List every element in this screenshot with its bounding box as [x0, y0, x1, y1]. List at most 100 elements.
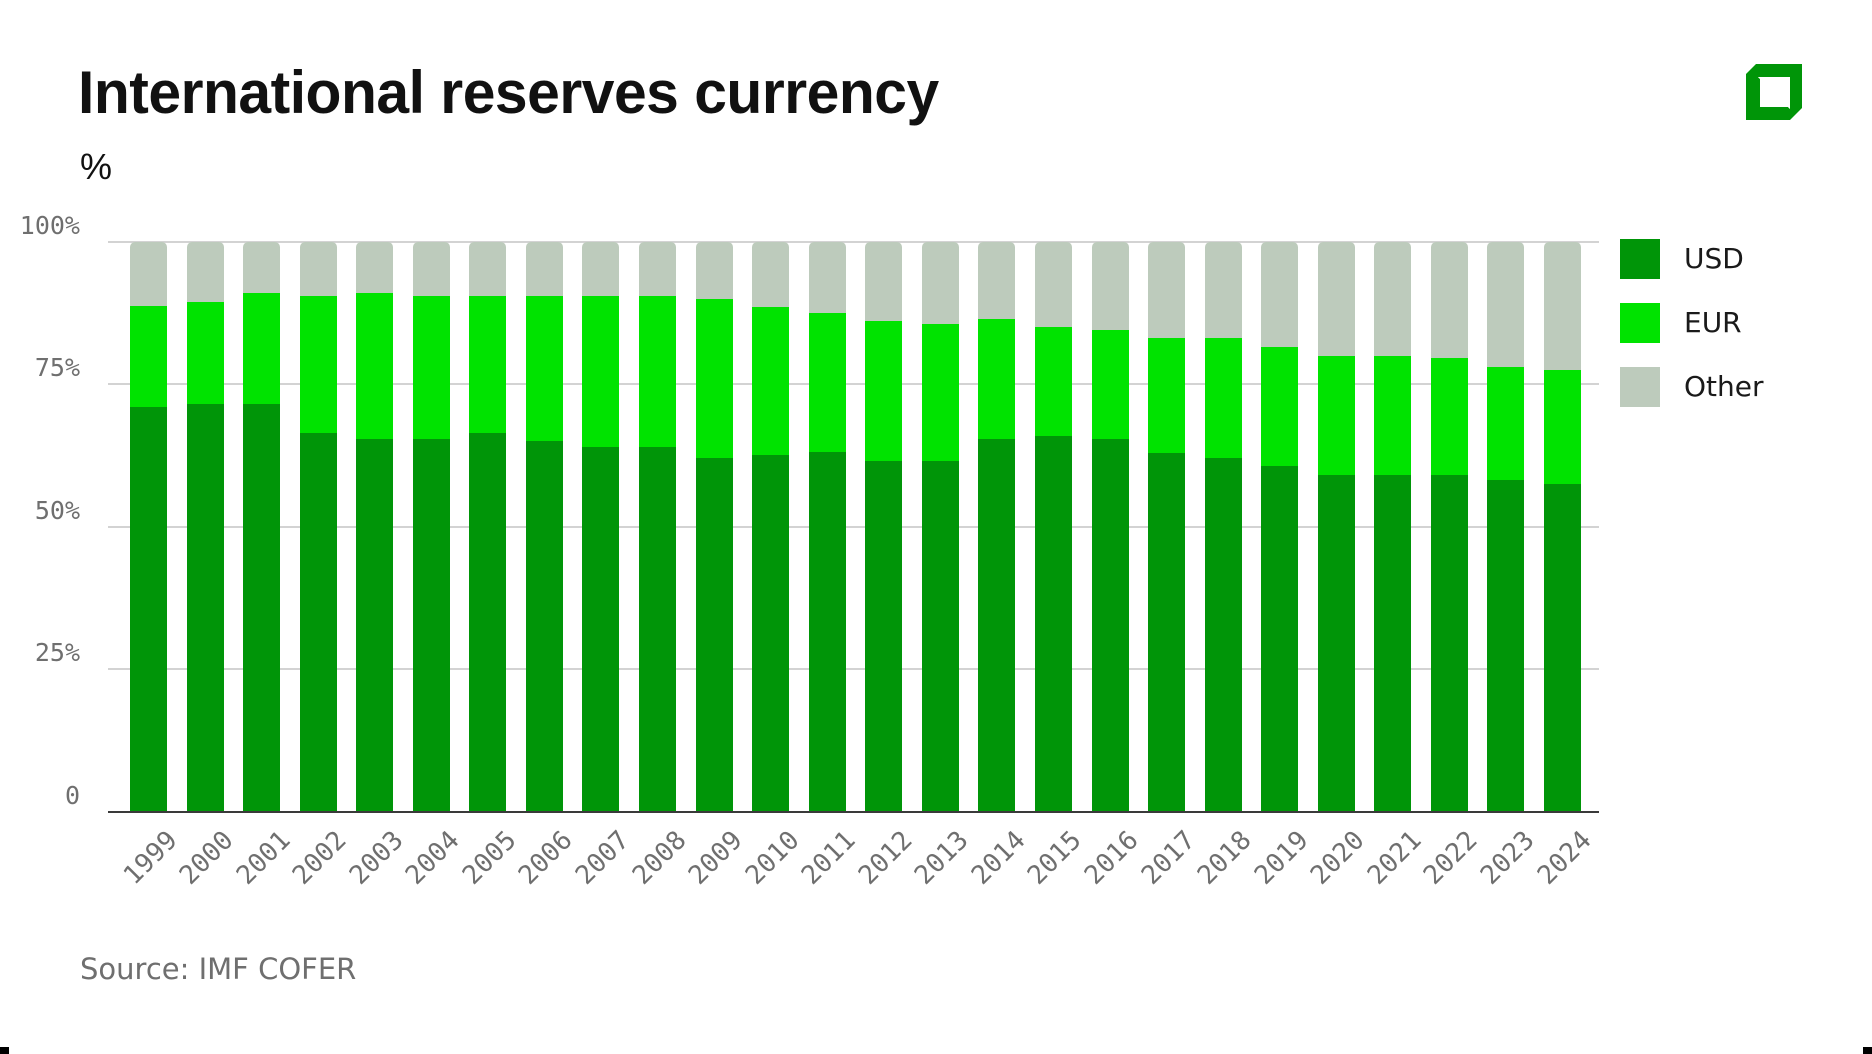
bar-2005 — [469, 242, 507, 812]
legend-label: USD — [1684, 242, 1744, 275]
bar-segment-eur — [1204, 338, 1242, 459]
bar-segment-other — [299, 242, 337, 297]
bar-segment-eur — [1148, 338, 1186, 453]
bar-2021 — [1374, 242, 1412, 812]
legend-swatch-icon — [1620, 367, 1660, 407]
bar-2002 — [299, 242, 337, 812]
bar-2000 — [186, 242, 224, 812]
bar-segment-other — [525, 242, 563, 297]
bar-2006 — [525, 242, 563, 812]
bar-1999 — [130, 242, 167, 812]
bar-segment-usd — [1091, 438, 1129, 812]
bar-segment-usd — [412, 438, 450, 812]
bar-segment-usd — [1148, 452, 1186, 812]
legend-swatch-icon — [1620, 303, 1660, 343]
bar-segment-eur — [412, 296, 450, 439]
bar-segment-usd — [1430, 475, 1468, 812]
bar-segment-usd — [752, 455, 790, 812]
bar-segment-usd — [130, 407, 167, 812]
bar-segment-usd — [639, 446, 677, 812]
bar-2020 — [1317, 242, 1355, 812]
bar-segment-other — [808, 242, 846, 313]
bar-2004 — [412, 242, 450, 812]
bar-segment-eur — [1261, 346, 1299, 466]
bar-segment-eur — [808, 312, 846, 453]
bar-segment-usd — [695, 457, 733, 812]
bar-2017 — [1148, 242, 1186, 812]
bar-segment-other — [1544, 242, 1581, 370]
bar-2014 — [978, 242, 1016, 812]
bar-segment-usd — [921, 461, 959, 812]
bar-segment-usd — [469, 432, 507, 812]
bar-2015 — [1034, 242, 1072, 812]
bar-segment-other — [865, 242, 903, 322]
bar-segment-usd — [1544, 483, 1581, 812]
bar-segment-eur — [639, 296, 677, 447]
bar-segment-usd — [525, 441, 563, 812]
bar-segment-usd — [356, 438, 394, 812]
bar-segment-usd — [1204, 458, 1242, 812]
gridline — [108, 668, 1599, 671]
chart-subtitle-unit: % — [80, 146, 113, 187]
bar-segment-other — [1204, 242, 1242, 339]
source-note: Source: IMF COFER — [80, 952, 357, 986]
bar-segment-other — [1034, 242, 1072, 327]
bar-segment-eur — [1487, 366, 1525, 481]
bar-segment-usd — [808, 452, 846, 812]
bar-segment-eur — [243, 293, 281, 405]
legend-label: EUR — [1684, 306, 1742, 339]
bar-segment-other — [639, 242, 677, 297]
bar-segment-other — [1374, 242, 1412, 356]
gridline — [108, 241, 1599, 243]
bar-segment-eur — [752, 306, 790, 456]
bar-segment-eur — [1034, 326, 1072, 436]
bar-segment-eur — [1317, 355, 1355, 475]
bar-2013 — [921, 242, 959, 812]
bar-segment-other — [243, 242, 281, 294]
bar-segment-eur — [695, 298, 733, 458]
bar-2003 — [356, 242, 394, 812]
bar-2009 — [695, 242, 733, 812]
bar-segment-usd — [1374, 475, 1412, 812]
bar-segment-other — [469, 242, 507, 297]
bar-segment-usd — [1261, 465, 1299, 812]
bar-segment-eur — [582, 296, 620, 447]
bar-segment-eur — [1091, 329, 1129, 439]
bar-2024 — [1544, 242, 1581, 812]
bar-2019 — [1261, 242, 1299, 812]
bar-segment-eur — [1430, 358, 1468, 475]
bar-segment-other — [978, 242, 1016, 319]
bar-2010 — [752, 242, 790, 812]
bar-segment-other — [695, 242, 733, 299]
bar-segment-other — [1091, 242, 1129, 330]
bar-2007 — [582, 242, 620, 812]
bar-segment-usd — [243, 404, 281, 812]
bar-segment-eur — [1374, 355, 1412, 475]
bar-segment-usd — [1317, 475, 1355, 812]
bar-2001 — [243, 242, 281, 812]
square-logo-icon — [1746, 64, 1802, 120]
bar-segment-other — [1430, 242, 1468, 359]
y-axis-tick-label: 25% — [34, 638, 80, 668]
bar-2022 — [1430, 242, 1468, 812]
bar-2012 — [865, 242, 903, 812]
bar-segment-other — [356, 242, 394, 294]
bar-2018 — [1204, 242, 1242, 812]
bar-segment-other — [1261, 242, 1299, 347]
bar-segment-other — [130, 242, 167, 306]
bar-segment-other — [1317, 242, 1355, 356]
y-axis-tick-label: 50% — [34, 495, 80, 525]
bar-segment-other — [412, 242, 450, 297]
bar-segment-usd — [582, 446, 620, 812]
y-axis-tick-label: 75% — [34, 353, 80, 383]
bar-2008 — [639, 242, 677, 812]
bar-2023 — [1487, 242, 1525, 812]
bar-segment-other — [1148, 242, 1186, 339]
corner-mark-right — [1863, 1047, 1872, 1054]
legend-label: Other — [1684, 370, 1764, 403]
bar-segment-other — [752, 242, 790, 307]
y-axis-tick-label: 0 — [64, 780, 80, 810]
legend-swatch-icon — [1620, 239, 1660, 279]
bar-segment-eur — [186, 301, 224, 405]
